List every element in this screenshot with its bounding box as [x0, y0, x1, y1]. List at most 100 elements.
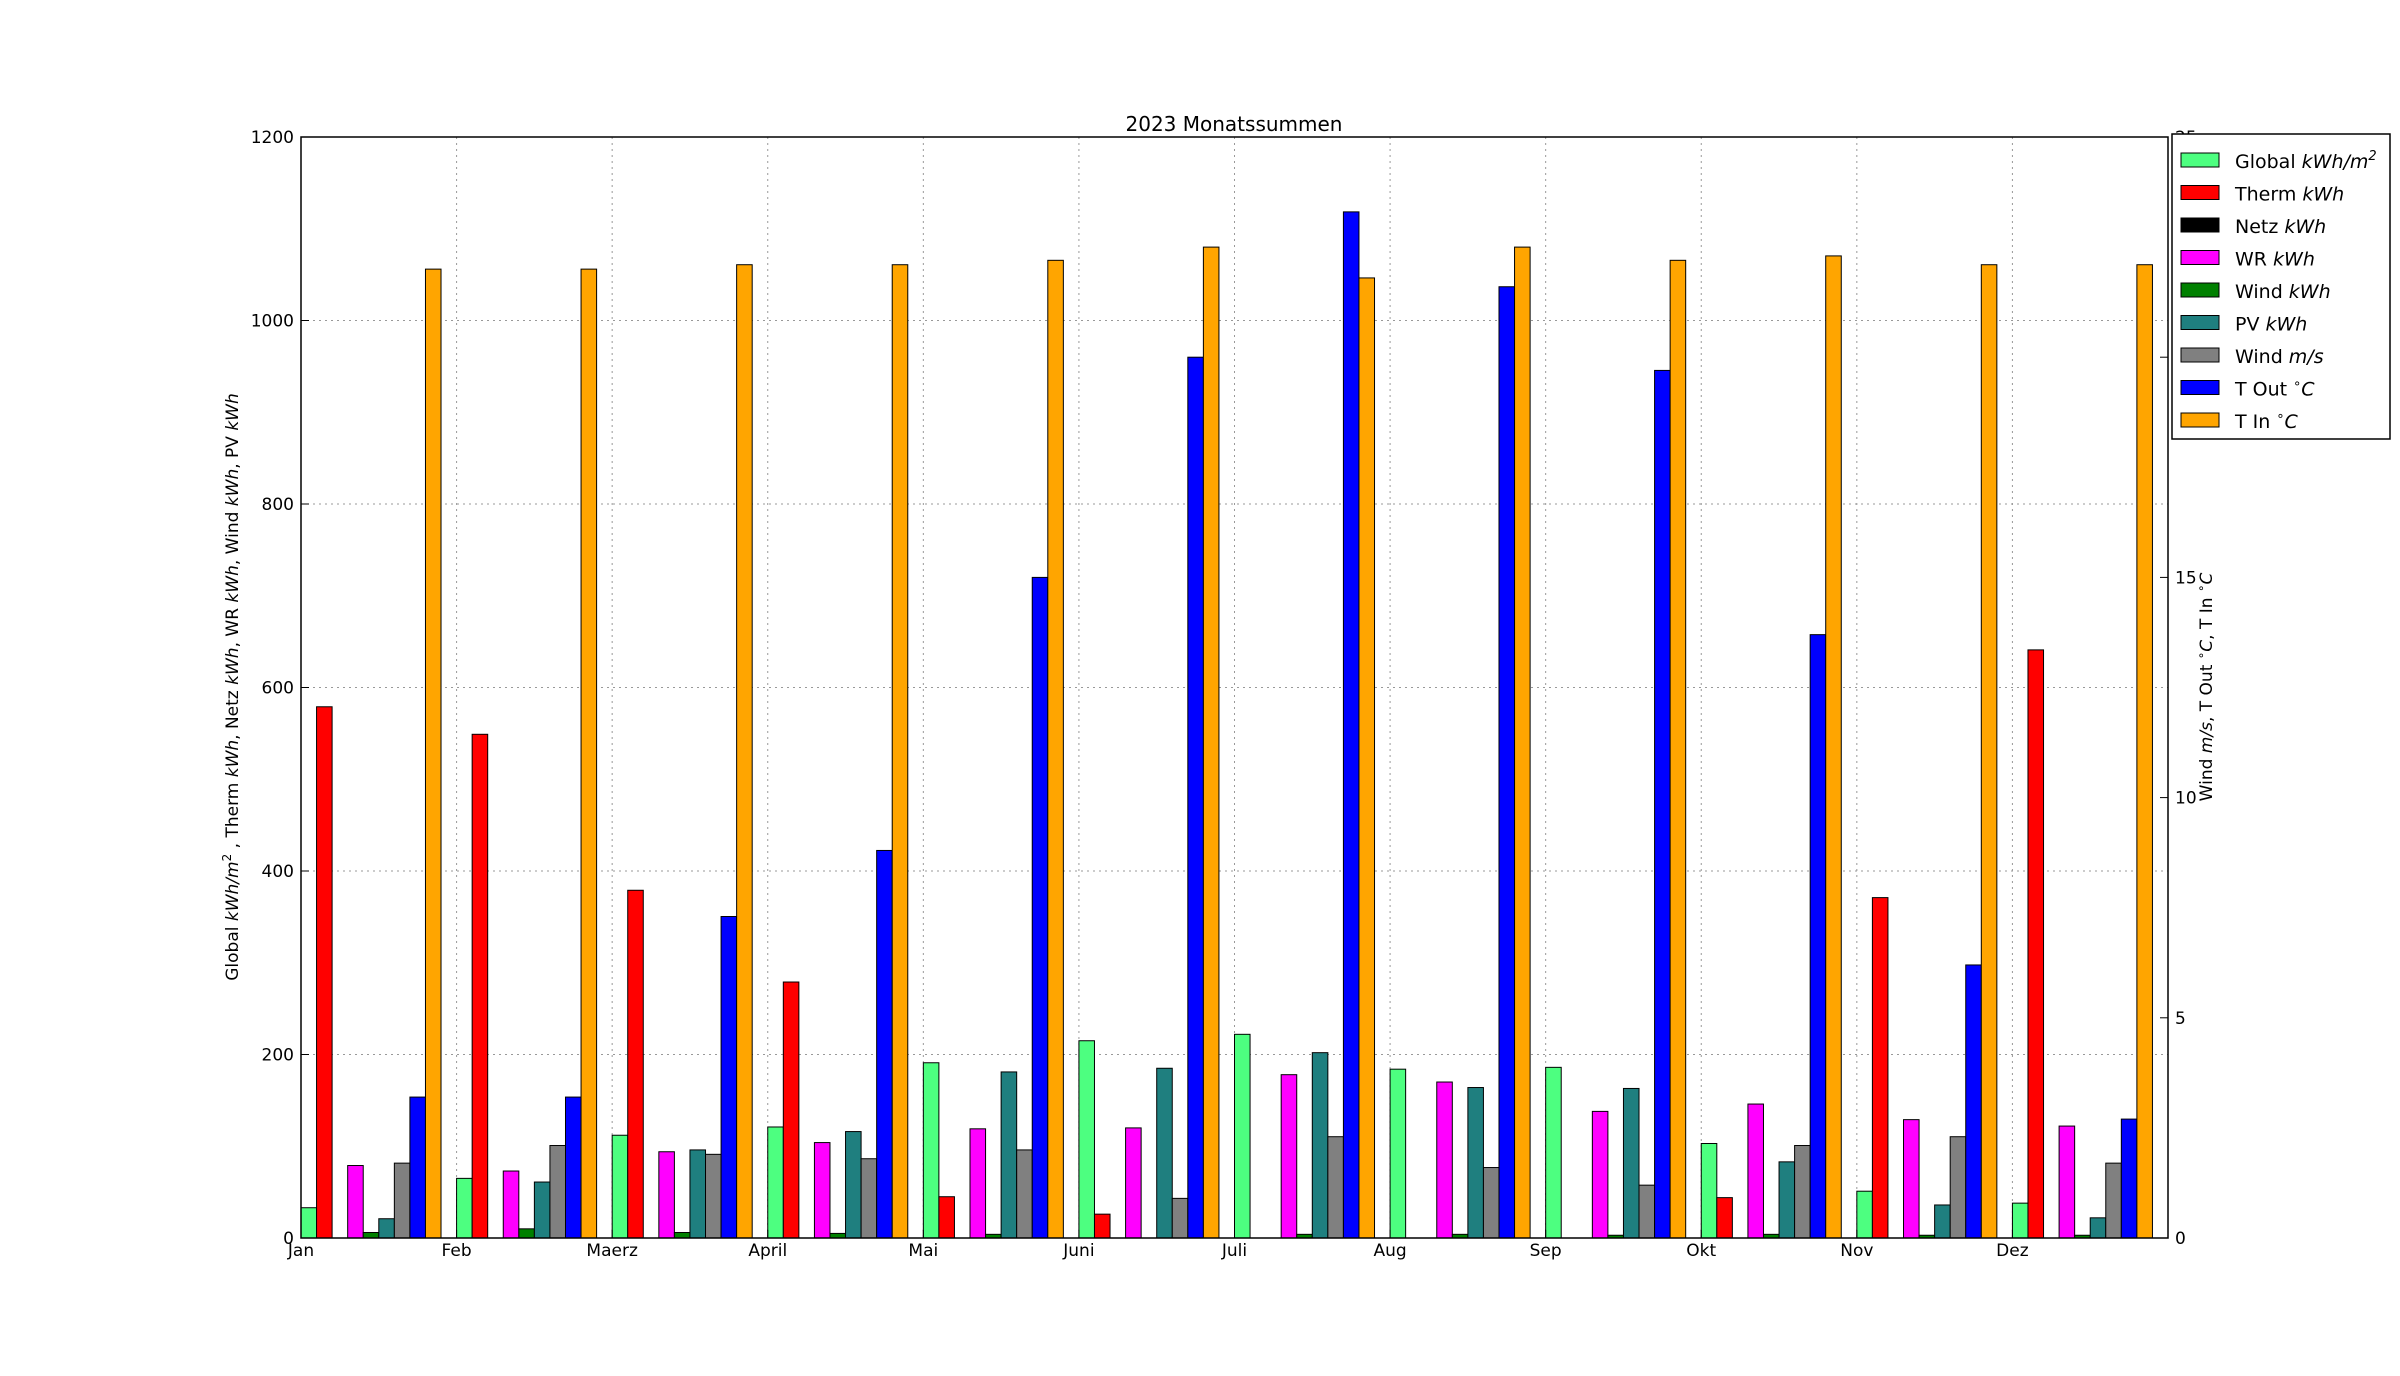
- bar-pv-kwh-juli: [1311, 1052, 1329, 1239]
- bar-wr-kwh-april: [813, 1142, 831, 1239]
- bar-pv-kwh-april: [845, 1131, 862, 1239]
- bar-pv-kwh-jan: [378, 1218, 395, 1239]
- bar-wr-kwh-sep: [1591, 1110, 1609, 1239]
- bar-t-in-c-jan: [424, 268, 442, 1239]
- bar-therm-kwh-nov: [1871, 897, 1889, 1239]
- bar-t-in-c-nov: [1980, 264, 1998, 1239]
- grid: [301, 137, 2168, 1238]
- bar-wind-m-s-april: [860, 1158, 878, 1239]
- bar-t-out-c-nov: [1965, 964, 1982, 1239]
- bar-t-in-c-maerz: [736, 264, 753, 1239]
- bar-pv-kwh-dez: [2089, 1217, 2107, 1239]
- bar-t-out-c-aug: [1498, 286, 1516, 1239]
- bar-global-kwh-m--mai: [922, 1062, 940, 1239]
- x-tick-label: Jan: [287, 1241, 314, 1261]
- bar-wr-kwh-jan: [347, 1165, 364, 1239]
- bar-therm-kwh-juni: [1093, 1213, 1111, 1239]
- bar-t-in-c-april: [891, 264, 909, 1239]
- bar-wind-m-s-juni: [1171, 1197, 1189, 1239]
- bar-wr-kwh-dez: [2058, 1125, 2076, 1239]
- bar-pv-kwh-okt: [1778, 1161, 1796, 1239]
- y-tick-label-right: 0: [2175, 1229, 2186, 1249]
- bar-global-kwh-m--dez: [2011, 1202, 2029, 1239]
- bar-global-kwh-m--juni: [1078, 1040, 1095, 1239]
- bar-therm-kwh-maerz: [627, 889, 644, 1239]
- y-tick-label-left: 200: [262, 1046, 294, 1066]
- bar-therm-kwh-dez: [2027, 649, 2045, 1239]
- bar-wr-kwh-mai: [969, 1128, 987, 1239]
- bar-wind-m-s-okt: [1794, 1145, 1811, 1239]
- bar-global-kwh-m--nov: [1856, 1190, 1873, 1239]
- bar-t-in-c-dez: [2136, 264, 2153, 1239]
- y-tick-label-right: 10: [2175, 789, 2197, 809]
- bar-wind-kwh-feb: [518, 1228, 535, 1239]
- bar-therm-kwh-mai: [938, 1196, 955, 1239]
- x-tick-label: Okt: [1686, 1241, 1716, 1261]
- bar-wr-kwh-maerz: [658, 1151, 675, 1239]
- bar-t-out-c-juli: [1342, 211, 1360, 1239]
- legend-entry: T In ∘C: [2234, 409, 2298, 433]
- bar-t-out-c-dez: [2120, 1118, 2138, 1239]
- legend-swatch: [2180, 412, 2220, 428]
- legend-entry: Netz kWh: [2235, 216, 2326, 238]
- y-tick-label-left: 600: [262, 679, 294, 699]
- bar-t-in-c-feb: [580, 268, 598, 1239]
- bar-wr-kwh-juni: [1125, 1127, 1142, 1239]
- bar-global-kwh-m--sep: [1545, 1066, 1562, 1239]
- x-tick-label: Dez: [1996, 1241, 2029, 1261]
- bar-t-out-c-mai: [1031, 576, 1049, 1239]
- x-tick-label: Mai: [908, 1241, 938, 1261]
- bar-pv-kwh-feb: [533, 1181, 551, 1239]
- bar-global-kwh-m--juli: [1234, 1033, 1251, 1239]
- bar-t-in-c-aug: [1514, 246, 1531, 1239]
- bar-wind-m-s-nov: [1949, 1136, 1967, 1239]
- x-tick-label: Sep: [1530, 1241, 1562, 1261]
- bars: [300, 211, 2153, 1239]
- bar-wind-m-s-sep: [1638, 1184, 1656, 1239]
- bar-pv-kwh-nov: [1934, 1204, 1951, 1239]
- y-tick-label-left: 1000: [251, 312, 294, 332]
- x-tick-label: April: [748, 1241, 787, 1261]
- bar-wind-m-s-aug: [1482, 1167, 1500, 1239]
- y-tick-label-right: 15: [2175, 568, 2197, 588]
- bar-t-out-c-feb: [564, 1096, 582, 1239]
- bar-t-out-c-okt: [1809, 634, 1827, 1239]
- legend-swatch: [2180, 347, 2220, 363]
- legend-entry: PV kWh: [2235, 314, 2307, 336]
- y-axis-left-label: Global kWh/m2 , Therm kWh, Netz kWh, WR …: [220, 393, 243, 981]
- bar-t-out-c-sep: [1654, 369, 1671, 1239]
- bar-wr-kwh-nov: [1903, 1119, 1920, 1239]
- y-tick-label-left: 400: [262, 862, 294, 882]
- legend-swatch: [2180, 315, 2220, 330]
- bar-pv-kwh-aug: [1467, 1087, 1484, 1239]
- bar-global-kwh-m--jan: [300, 1207, 318, 1239]
- bar-global-kwh-m--okt: [1700, 1142, 1718, 1239]
- legend-swatch: [2180, 380, 2220, 395]
- bar-t-in-c-sep: [1669, 259, 1687, 1239]
- bar-wind-m-s-feb: [549, 1145, 566, 1239]
- bar-t-out-c-maerz: [720, 916, 738, 1239]
- x-tick-label: Maerz: [586, 1241, 638, 1261]
- y-tick-label-right: 5: [2175, 1009, 2186, 1029]
- bar-wind-m-s-dez: [2105, 1162, 2122, 1239]
- y-tick-label-left: 800: [262, 495, 294, 515]
- bar-global-kwh-m--aug: [1389, 1068, 1407, 1239]
- y-tick-label-left: 0: [283, 1229, 294, 1249]
- bar-global-kwh-m--feb: [456, 1177, 473, 1239]
- legend-entry: Wind m/s: [2235, 346, 2324, 368]
- bar-t-in-c-mai: [1047, 259, 1064, 1239]
- bar-pv-kwh-mai: [1000, 1071, 1018, 1239]
- legend-swatch: [2180, 217, 2220, 233]
- legend-swatch: [2180, 250, 2220, 265]
- bar-t-in-c-juni: [1202, 246, 1220, 1239]
- bar-pv-kwh-sep: [1622, 1087, 1640, 1239]
- y-tick-label-left: 1200: [251, 128, 294, 148]
- bar-therm-kwh-okt: [1716, 1197, 1733, 1239]
- x-tick-label: Aug: [1373, 1241, 1406, 1261]
- bar-t-out-c-jan: [409, 1096, 426, 1239]
- y-axis-right-label: Wind m/s, T Out ∘C, T In ∘C: [2194, 573, 2217, 802]
- legend-swatch: [2180, 152, 2220, 168]
- legend-swatch: [2180, 282, 2220, 298]
- bar-global-kwh-m--maerz: [611, 1134, 629, 1239]
